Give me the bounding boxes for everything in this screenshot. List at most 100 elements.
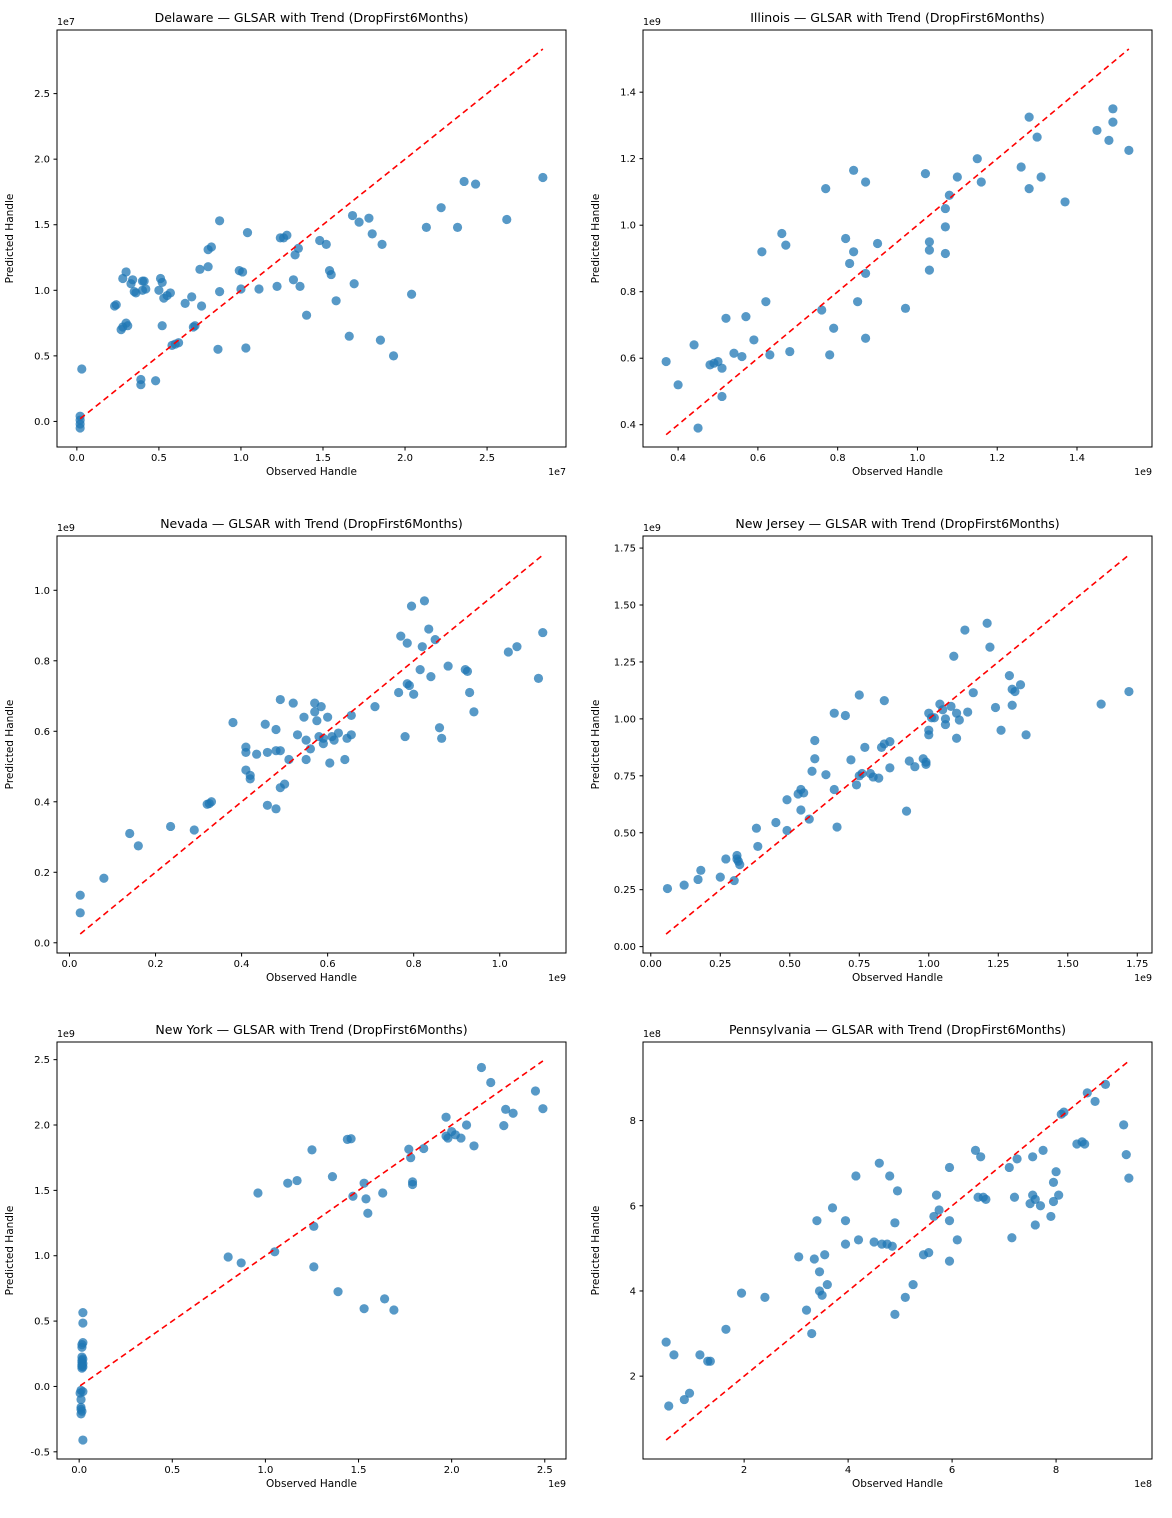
data-point — [940, 248, 950, 259]
data-point — [1036, 172, 1046, 182]
data-point — [921, 759, 931, 770]
data-point — [1004, 671, 1014, 681]
y-tick-label: 0.0 — [34, 417, 50, 428]
chart-canvas-pennsylvania: 2 4 6 8 2 4 6 8 Pennsylvania — GLSAR with Trend … — [590, 1022, 1153, 1490]
plot-spines — [642, 535, 1153, 954]
data-point — [76, 1394, 86, 1405]
data-point — [721, 1324, 731, 1334]
data-point — [892, 1186, 903, 1196]
data-point — [1046, 1211, 1056, 1222]
x-tick-label: 8 — [1053, 1465, 1059, 1476]
data-point — [301, 310, 312, 320]
y-tick-label: 0.5 — [34, 351, 50, 362]
data-point — [370, 702, 380, 712]
data-point — [849, 247, 859, 257]
y-tick-label: 1.4 — [620, 88, 636, 99]
data-point — [887, 1241, 897, 1251]
data-point — [879, 696, 889, 706]
data-point — [1108, 104, 1118, 114]
x-tick-label: 2 — [741, 1465, 747, 1476]
data-point — [751, 823, 762, 833]
data-point — [1032, 132, 1042, 142]
data-point — [934, 1205, 944, 1215]
y-offset-label: 1e9 — [643, 17, 661, 28]
data-point — [154, 285, 164, 295]
data-point — [695, 1350, 705, 1360]
scatter-points — [661, 1079, 1134, 1411]
data-point — [869, 1237, 879, 1247]
data-point — [717, 363, 727, 373]
data-point — [1048, 1177, 1059, 1187]
identity-line — [79, 1060, 544, 1387]
data-point — [349, 279, 359, 289]
x-tick-label: 1.0 — [233, 453, 249, 464]
data-point — [407, 1179, 418, 1190]
data-point — [213, 344, 223, 354]
identity-line — [79, 554, 544, 935]
data-point — [396, 631, 406, 641]
data-point — [827, 1203, 838, 1213]
data-point — [1021, 730, 1031, 740]
x-offset-label: 1e8 — [1134, 1479, 1152, 1490]
data-point — [99, 873, 109, 883]
y-tick-label: 8 — [630, 1116, 636, 1127]
y-tick-label: 0.8 — [620, 287, 636, 298]
data-point — [378, 1188, 388, 1198]
y-axis-ticks: 2 4 6 8 — [630, 1116, 643, 1383]
data-point — [693, 423, 703, 433]
data-point — [924, 730, 934, 740]
scatter-points — [75, 1062, 548, 1445]
data-point — [829, 784, 839, 795]
x-tick-label: 6 — [949, 1465, 955, 1476]
data-point — [890, 1309, 900, 1319]
data-point — [860, 742, 870, 752]
data-point — [295, 281, 305, 291]
data-point — [817, 305, 827, 315]
data-point — [821, 770, 831, 780]
data-point — [262, 747, 272, 758]
data-point — [840, 1216, 851, 1226]
x-tick-label: 2.0 — [397, 453, 413, 464]
data-point — [415, 664, 425, 675]
data-point — [157, 321, 167, 331]
x-tick-label: 1.5 — [351, 1465, 367, 1476]
y-tick-label: 0.0 — [34, 938, 50, 949]
data-point — [125, 828, 135, 839]
data-point — [404, 1144, 414, 1154]
x-tick-label: 0.00 — [640, 959, 662, 970]
data-point — [829, 323, 839, 333]
y-tick-label: 0.4 — [620, 420, 636, 431]
plot-spines — [642, 1041, 1153, 1460]
data-point — [310, 707, 320, 717]
data-point — [465, 687, 475, 698]
subplot-new-jersey: 0.00 0.25 0.50 0.75 1.00 1.25 1.50 1.75 0.00 0.25… — [586, 506, 1172, 1012]
data-point — [810, 754, 820, 764]
y-offset-label: 1e9 — [643, 523, 661, 534]
data-point — [476, 1062, 487, 1073]
data-point — [944, 1256, 955, 1266]
data-point — [354, 217, 364, 227]
data-point — [846, 755, 856, 765]
chart-title: Illinois — GLSAR with Trend (DropFirst6M… — [750, 10, 1045, 25]
data-point — [260, 719, 270, 729]
data-point — [825, 350, 835, 360]
data-point — [436, 203, 446, 213]
data-point — [380, 1294, 390, 1304]
data-point — [434, 723, 445, 733]
data-point — [318, 739, 328, 749]
data-point — [409, 689, 419, 699]
x-axis-label: Observed Handle — [266, 1478, 357, 1490]
y-axis-ticks: 0.00 0.25 0.50 0.75 1.00 1.25 1.50 1.75 — [614, 544, 643, 953]
x-offset-label: 1e9 — [548, 973, 566, 984]
scatter-points — [75, 596, 548, 918]
data-point — [924, 1248, 934, 1258]
data-point — [346, 710, 356, 721]
data-point — [679, 1394, 689, 1405]
x-axis-label: Observed Handle — [852, 972, 943, 984]
data-point — [782, 795, 792, 805]
data-point — [325, 758, 335, 768]
data-point — [851, 780, 862, 790]
y-axis-label: Predicted Handle — [4, 194, 16, 284]
data-point — [417, 642, 427, 652]
